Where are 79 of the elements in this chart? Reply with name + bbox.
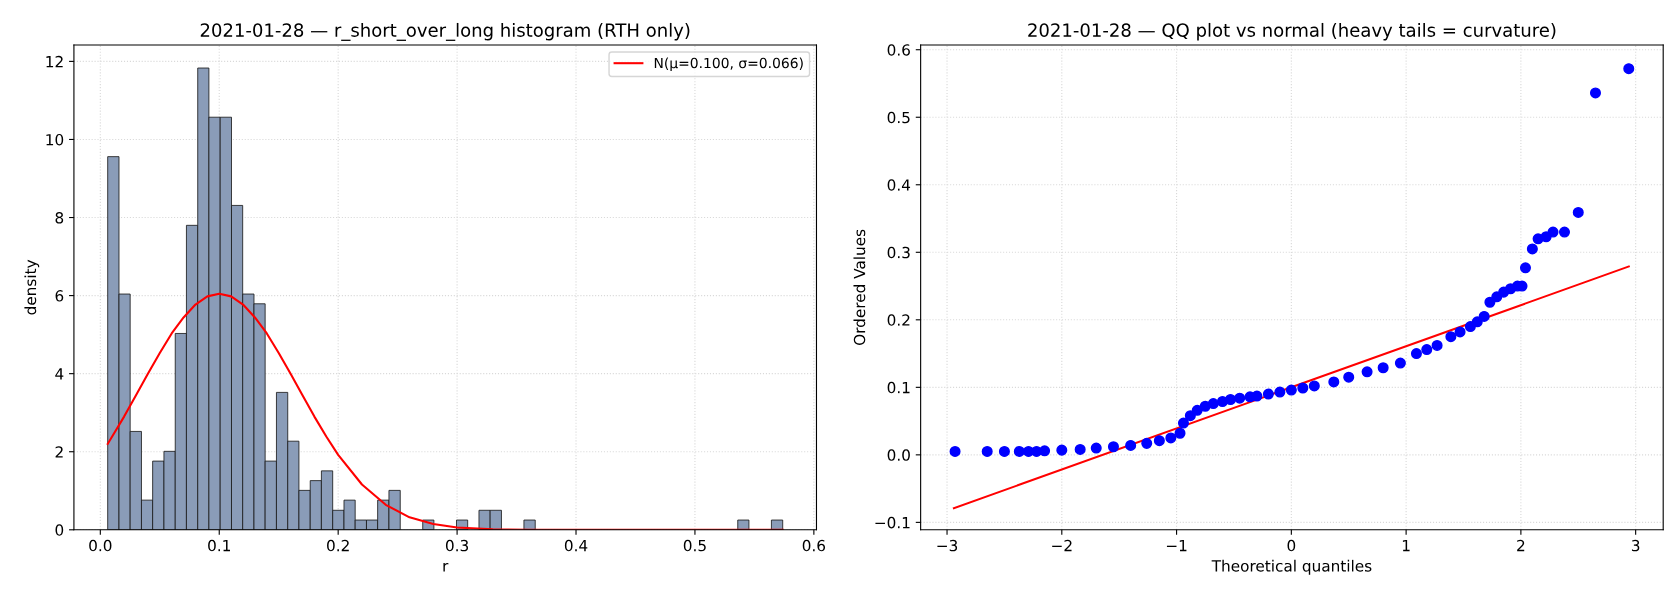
point xyxy=(1361,366,1373,378)
y-tick-label: 0.3 xyxy=(887,246,910,259)
point xyxy=(1377,362,1389,374)
point xyxy=(1308,380,1320,392)
point xyxy=(1343,371,1355,383)
y-axis-title: density xyxy=(24,259,40,315)
x-tick-label: 3 xyxy=(1631,539,1640,552)
point xyxy=(949,445,961,457)
legend-label: N(μ=0.100, σ=0.066) xyxy=(654,57,803,71)
point xyxy=(1153,435,1165,447)
point xyxy=(1191,404,1203,416)
y-tick-label: 6 xyxy=(55,290,64,302)
y-tick-label: 0 xyxy=(55,524,64,536)
x-tick-label: 1 xyxy=(1402,539,1410,552)
y-tick-label: 0.5 xyxy=(887,111,910,124)
y-axis-title: Ordered Values xyxy=(853,229,866,346)
point xyxy=(1526,243,1538,255)
x-tick-label: 2 xyxy=(1517,539,1525,552)
y-tick-label: −0.1 xyxy=(875,516,910,529)
point xyxy=(1478,310,1490,322)
x-tick-label: 0 xyxy=(1287,539,1296,552)
point xyxy=(1039,445,1051,457)
point xyxy=(1184,410,1196,422)
point xyxy=(1262,388,1274,400)
x-tick-label: 0.2 xyxy=(327,539,349,552)
point xyxy=(1125,439,1137,451)
point xyxy=(1297,382,1309,394)
x-tick-label: 0.3 xyxy=(445,539,469,552)
point xyxy=(1141,437,1153,449)
point xyxy=(1234,392,1246,404)
x-tick-label: 0.1 xyxy=(208,539,230,552)
point xyxy=(1623,63,1635,75)
y-tick-label: 10 xyxy=(46,133,64,146)
y-tick-label: 0.0 xyxy=(887,449,910,461)
point xyxy=(1285,384,1297,396)
y-tick-label: 2 xyxy=(55,446,63,458)
point xyxy=(1207,398,1219,410)
x-tick-label: 0.4 xyxy=(564,539,588,552)
point xyxy=(1074,443,1086,455)
y-tick-label: 0.6 xyxy=(887,44,910,56)
y-tick-label: 0.2 xyxy=(887,314,910,326)
point xyxy=(1013,445,1025,457)
point xyxy=(1519,262,1531,274)
y-tick-label: 0.1 xyxy=(887,381,910,394)
x-axis-title: Theoretical quantiles xyxy=(1211,559,1372,575)
point xyxy=(1056,444,1068,456)
point xyxy=(1177,417,1189,429)
point xyxy=(998,445,1010,457)
point xyxy=(1445,331,1457,343)
y-tick-label: 0.4 xyxy=(887,179,911,191)
point xyxy=(1454,326,1466,338)
point xyxy=(1589,87,1601,99)
x-axis-title: r xyxy=(443,562,449,572)
point xyxy=(1174,427,1186,439)
x-tick-label: 0.6 xyxy=(802,539,826,552)
point xyxy=(1165,432,1177,444)
point xyxy=(1421,344,1433,356)
point xyxy=(981,445,993,457)
x-tick-label: 0.0 xyxy=(89,539,112,552)
point xyxy=(1558,226,1571,238)
x-tick-label: 0.5 xyxy=(683,539,706,552)
point xyxy=(1410,348,1422,360)
y-tick-label: 4 xyxy=(55,368,64,380)
point xyxy=(1572,206,1584,218)
x-tick-label: −1 xyxy=(1166,539,1187,552)
point xyxy=(1547,226,1559,238)
point xyxy=(1225,393,1237,405)
point xyxy=(1431,339,1443,351)
point xyxy=(1107,441,1119,453)
chart-title: 2021-01-28 — QQ plot vs normal (heavy tails = curvature) xyxy=(1028,22,1556,41)
y-tick-label: 8 xyxy=(55,211,64,224)
point xyxy=(1090,442,1102,454)
point xyxy=(1328,376,1340,388)
chart-title: 2021-01-28 — r_short_over_long histogram (RTH only) xyxy=(200,22,690,41)
x-tick-label: −2 xyxy=(1052,539,1072,552)
x-tick-label: −3 xyxy=(937,539,958,552)
y-tick-label: 12 xyxy=(46,55,63,68)
point xyxy=(1394,357,1406,369)
point xyxy=(1274,386,1286,398)
